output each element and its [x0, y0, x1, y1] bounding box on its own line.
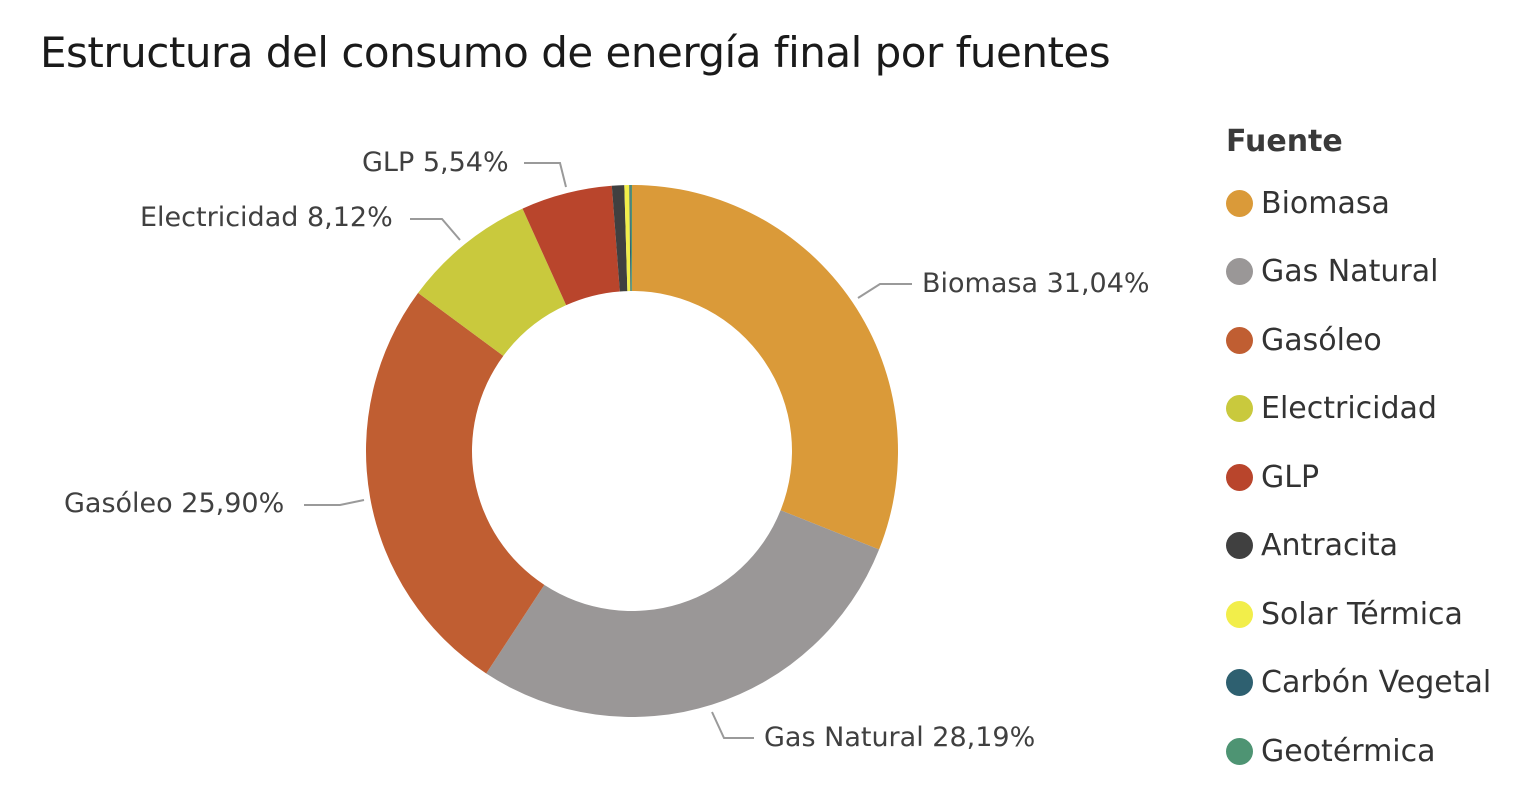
chart-title: Estructura del consumo de energía final …: [40, 28, 1111, 77]
legend-item-gas-natural[interactable]: Gas Natural: [1226, 238, 1491, 307]
legend-item-label: Carbón Vegetal: [1261, 665, 1492, 701]
legend-dot-icon: [1226, 395, 1253, 423]
data-label-electricidad: Electricidad 8,12%: [140, 202, 393, 233]
donut-slices: [366, 185, 898, 718]
legend-dot-icon: [1226, 326, 1253, 354]
legend-item-label: Solar Térmica: [1261, 596, 1463, 632]
leader-line-biomasa: [857, 283, 912, 299]
slice-electricidad[interactable]: [418, 208, 567, 356]
slice-gas-natural[interactable]: [486, 510, 880, 718]
legend-dot-icon: [1226, 737, 1253, 765]
legend-item-glp[interactable]: GLP: [1226, 443, 1491, 512]
legend-item-gasoleo[interactable]: Gasóleo: [1226, 306, 1491, 375]
legend-item-label: Antracita: [1261, 528, 1398, 564]
legend-item-label: Geotérmica: [1261, 733, 1436, 769]
data-label-gasoleo: Gasóleo 25,90%: [64, 488, 285, 519]
legend-item-label: Biomasa: [1261, 185, 1390, 221]
data-label-biomasa: Biomasa 31,04%: [922, 268, 1150, 299]
slice-glp[interactable]: [522, 185, 620, 306]
legend-item-electricidad[interactable]: Electricidad: [1226, 375, 1491, 444]
data-label-glp: GLP 5,54%: [362, 147, 509, 178]
legend: Fuente Biomasa Gas Natural Gasóleo Elect…: [1226, 124, 1491, 786]
legend-item-label: Gasóleo: [1261, 322, 1382, 358]
legend-title: Fuente: [1226, 124, 1343, 159]
legend-dot-icon: [1226, 532, 1253, 560]
slice-geotérmica[interactable]: [630, 185, 632, 292]
legend-item-solar-termica[interactable]: Solar Térmica: [1226, 580, 1491, 649]
data-label-gas-natural: Gas Natural 28,19%: [764, 722, 1036, 753]
legend-item-carbon-vegetal[interactable]: Carbón Vegetal: [1226, 649, 1491, 718]
legend-item-label: Gas Natural: [1261, 254, 1439, 290]
leader-lines: [304, 162, 912, 739]
leader-line-glp: [524, 162, 567, 188]
slice-biomasa[interactable]: [632, 185, 898, 550]
legend-dot-icon: [1226, 189, 1253, 217]
legend-dot-icon: [1226, 258, 1253, 286]
legend-item-geotermica[interactable]: Geotérmica: [1226, 717, 1491, 786]
slice-carbón-vegetal[interactable]: [629, 185, 632, 292]
leader-line-electricidad: [410, 218, 461, 241]
legend-item-label: Electricidad: [1261, 391, 1437, 427]
leader-line-gasoleo: [304, 499, 365, 506]
leader-line-gas-natural: [711, 711, 754, 739]
slice-solar-térmica[interactable]: [624, 185, 631, 292]
legend-item-antracita[interactable]: Antracita: [1226, 512, 1491, 581]
legend-dot-icon: [1226, 463, 1253, 491]
slice-antracita[interactable]: [611, 185, 628, 292]
slice-gasóleo[interactable]: [366, 292, 545, 674]
legend-item-label: GLP: [1261, 459, 1320, 495]
legend-dot-icon: [1226, 669, 1253, 697]
legend-dot-icon: [1226, 600, 1253, 628]
legend-item-biomasa[interactable]: Biomasa: [1226, 169, 1491, 238]
